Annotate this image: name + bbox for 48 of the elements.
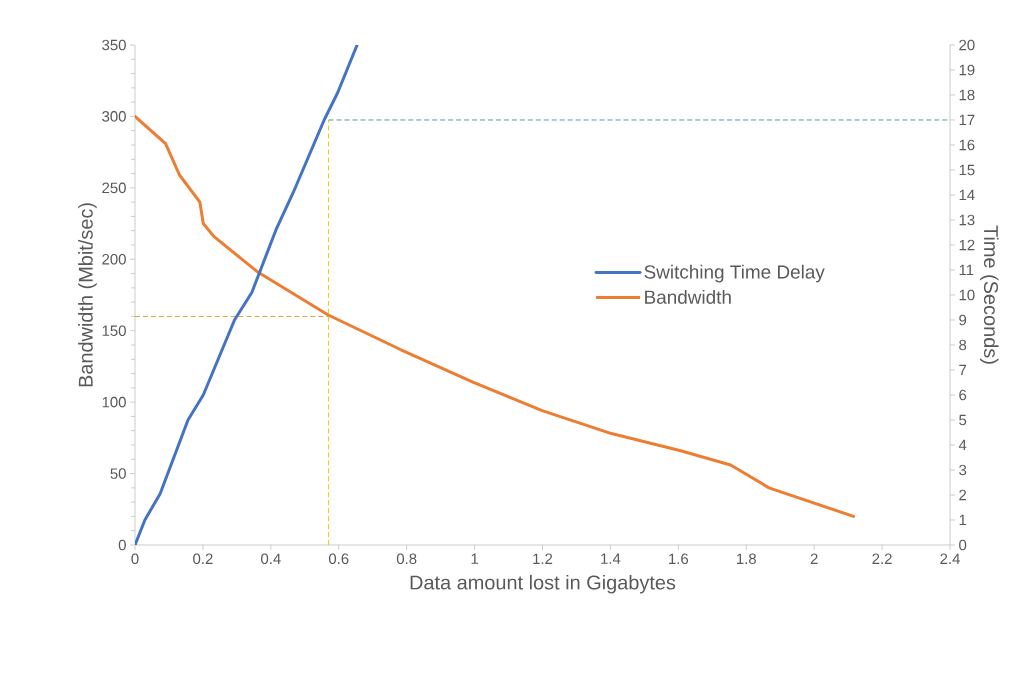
y2-tick-label: 8 <box>959 339 967 351</box>
y-tick-label: 300 <box>102 111 126 122</box>
y2-tick-label: 10 <box>959 289 975 301</box>
y2-tick-label: 15 <box>959 164 975 176</box>
y2-tick-label: 3 <box>959 464 967 476</box>
y2-tick-label: 12 <box>959 239 975 251</box>
y-tick-label: 350 <box>102 39 126 51</box>
x-tick-label: 0.2 <box>193 553 213 565</box>
y2-tick-label: 14 <box>959 189 975 201</box>
y2-tick-label: 0 <box>959 539 967 551</box>
y2-tick-label: 13 <box>959 214 975 226</box>
x-tick-label: 2.4 <box>940 553 960 564</box>
y2-tick-label: 6 <box>959 389 967 401</box>
x-axis-title: Data amount lost in Gigabytes <box>410 574 676 594</box>
y2-tick-label: 4 <box>958 439 967 451</box>
y2-tick-label: 9 <box>959 314 967 326</box>
line-series <box>135 114 856 518</box>
x-tick-label: 0.6 <box>328 553 349 565</box>
x-tick-label: 0.8 <box>396 553 417 565</box>
y2-tick-label: 2 <box>959 489 967 501</box>
y2-tick-label: 1 <box>959 514 967 526</box>
y2-tick-label: 18 <box>959 89 975 101</box>
y-tick-label: 0 <box>118 539 126 551</box>
x-tick-label: 0 <box>131 553 139 565</box>
y2-tick-label: 5 <box>959 414 967 426</box>
y2-tick-label: 16 <box>959 139 975 151</box>
legend-label: Bandwidth <box>645 289 731 304</box>
y-tick-label: 250 <box>102 182 126 194</box>
x-tick-label: 1 <box>471 553 479 564</box>
x-tick-label: 1.4 <box>601 553 621 564</box>
x-tick-label: 1.6 <box>669 553 689 565</box>
x-tick-label: 2 <box>810 553 818 564</box>
y-tick-label: 150 <box>102 325 126 336</box>
y2-axis-title: Time (Seconds) <box>979 225 999 364</box>
x-tick-label: 1.8 <box>737 553 756 565</box>
legend-label: Switching Time Delay <box>644 264 825 283</box>
y2-tick-label: 17 <box>959 114 975 126</box>
y-tick-label: 200 <box>102 253 126 265</box>
y2-tick-label: 20 <box>959 39 975 51</box>
y2-tick-label: 11 <box>959 264 974 276</box>
y-tick-label: 100 <box>102 396 126 408</box>
y-axis-title: Bandwidth (Mbit/sec) <box>78 203 97 387</box>
x-tick-label: 1.2 <box>533 553 553 564</box>
y2-tick-label: 19 <box>959 64 975 76</box>
y-tick-label: 50 <box>110 468 126 479</box>
x-tick-label: 0.4 <box>261 553 281 565</box>
y2-tick-label: 7 <box>959 364 967 376</box>
x-tick-label: 2.2 <box>872 553 892 564</box>
